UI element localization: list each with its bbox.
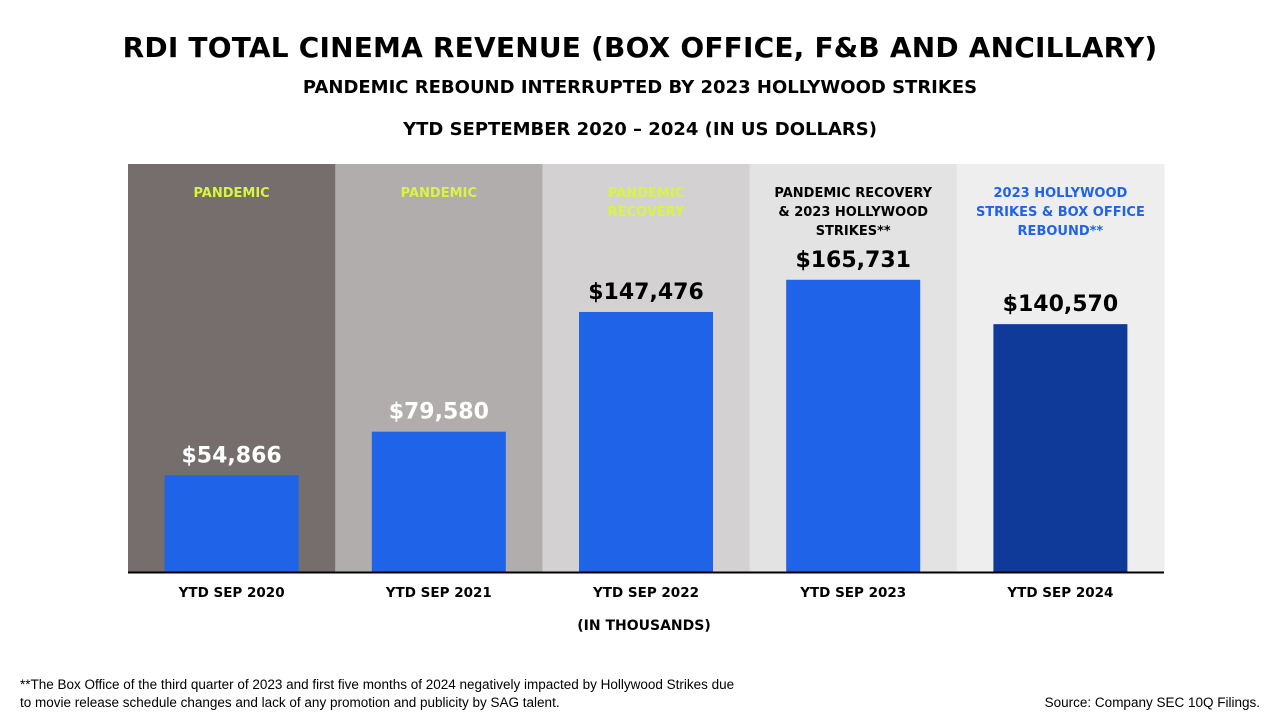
bar [786,279,921,572]
chart-subtitle: PANDEMIC REBOUND INTERRUPTED BY 2023 HOL… [302,77,978,98]
data-label: $54,866 [181,443,281,468]
bar [164,475,299,572]
era-label: PANDEMIC [608,186,684,201]
era-label: STRIKES & BOX OFFICE [976,205,1145,220]
data-label: $140,570 [1003,292,1119,317]
era-label: & 2023 HOLLYWOOD [778,205,928,220]
footnote: **The Box Office of the third quarter of… [20,677,735,710]
era-label: 2023 HOLLYWOOD [993,186,1127,201]
x-tick-label: YTD SEP 2022 [592,585,699,601]
x-tick-label: YTD SEP 2024 [1006,585,1113,601]
units-label: (IN THOUSANDS) [577,618,711,634]
bar [579,311,713,572]
era-label: PANDEMIC [401,186,477,201]
chart-title: RDI TOTAL CINEMA REVENUE (BOX OFFICE, F&… [122,31,1158,64]
era-label: REBOUND** [1018,224,1104,239]
data-label: $165,731 [795,248,911,273]
x-tick-label: YTD SEP 2020 [178,585,285,601]
source-note: Source: Company SEC 10Q Filings. [1044,695,1260,710]
era-label: RECOVERY [608,205,685,220]
era-label: PANDEMIC RECOVERY [774,186,932,201]
x-tick-label: YTD SEP 2021 [385,585,492,601]
era-label: STRIKES** [816,224,891,239]
bar [993,324,1128,572]
chart-period: YTD SEPTEMBER 2020 – 2024 (IN US DOLLARS… [403,119,877,140]
bar [371,431,506,572]
era-label: PANDEMIC [193,186,269,201]
data-label: $147,476 [588,280,704,305]
x-tick-label: YTD SEP 2023 [799,585,906,601]
data-label: $79,580 [389,400,489,425]
